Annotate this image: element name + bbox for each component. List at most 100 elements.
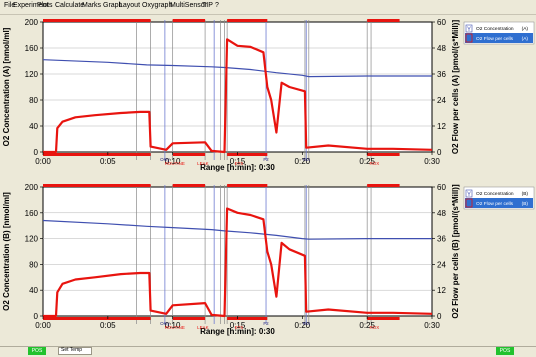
status-bar	[0, 346, 536, 357]
right-axis-label: O2 Flow per cells (A) [pmol/(s*Mill)]	[451, 20, 460, 155]
legend-item-o2: O2 Concentration	[476, 26, 514, 32]
x-tick-label: 0:10	[165, 321, 181, 330]
legend-y-label: Y	[467, 192, 471, 198]
event-label: F2	[263, 321, 269, 326]
series-o2-concentration	[42, 219, 432, 240]
legend-tag: (A)	[522, 26, 529, 32]
x-axis-label: Range [h:min]: 0:30	[200, 163, 275, 172]
left-tick-label: 200	[25, 183, 39, 192]
mark-bar-bottom	[367, 317, 400, 320]
event-label: ROUTINE	[165, 325, 185, 330]
event-label: ROUTINE	[165, 161, 185, 166]
menu-plots[interactable]: Plots	[37, 2, 53, 9]
menu-marks[interactable]: Marks	[82, 2, 102, 9]
legend-item-flux: O2 Flow per cells	[476, 201, 514, 207]
legend-selected-row	[465, 198, 533, 208]
right-tick-label: 24	[437, 96, 446, 105]
right-tick-label: 0	[437, 148, 442, 157]
legend-tag: (A)	[522, 36, 529, 42]
menu-experiment[interactable]: Experiment	[13, 2, 49, 9]
event-label: LEAK	[197, 325, 209, 330]
left-axis-label: O2 Concentration (A) [nmol/ml]	[2, 27, 11, 146]
chart-panel-a: 0 40 80 120 160 200 0 12 24 36 48 60 0:00 0:05 0:10 0:1…	[2, 18, 535, 172]
mark-bar-bottom	[172, 317, 206, 320]
plot-area	[42, 21, 433, 153]
x-tick-label: 0:25	[359, 321, 375, 330]
menu-layout[interactable]: Layout	[119, 2, 141, 9]
event-label: F2	[263, 157, 269, 162]
menu-graph[interactable]: Graph	[103, 2, 123, 9]
x-tick-label: 0:05	[100, 157, 116, 166]
right-tick-label: 48	[437, 44, 446, 53]
legend-item-o2: O2 Concentration	[476, 191, 514, 197]
left-tick-label: 200	[25, 18, 39, 27]
x-tick-label: 0:10	[165, 157, 181, 166]
mark-bar-bottom	[43, 317, 151, 320]
set-temp-label: Set Temp	[61, 347, 83, 353]
event-label: LEAK	[197, 161, 209, 166]
left-tick-label: 0	[34, 148, 39, 157]
mark-bar-bottom	[227, 153, 268, 156]
event-label: ETS	[235, 325, 244, 330]
event-label: Omy	[160, 321, 170, 326]
x-axis-label: Range [h:min]: 0:30	[200, 327, 275, 336]
right-tick-label: 60	[437, 18, 446, 27]
legend-tag: (B)	[522, 191, 529, 197]
event-label: ROX	[370, 325, 380, 330]
x-tick-label: 0:20	[295, 321, 311, 330]
mark-bar-top	[227, 19, 268, 22]
event-label: Rot	[303, 321, 311, 326]
x-tick-label: 0:00	[35, 321, 51, 330]
left-tick-label: 40	[29, 122, 38, 131]
right-tick-label: 36	[437, 235, 446, 244]
legend-selected-row	[465, 33, 533, 43]
left-tick-label: 40	[29, 286, 38, 295]
status-led-right: POS	[496, 347, 514, 355]
left-tick-label: 160	[25, 209, 39, 218]
right-tick-label: 12	[437, 286, 446, 295]
mark-bar-top	[172, 19, 206, 22]
x-tick-label: 0:15	[230, 321, 246, 330]
menu--[interactable]: ?	[215, 2, 219, 9]
legend-flux-swatch	[465, 33, 473, 43]
right-tick-label: 48	[437, 209, 446, 218]
mark-bar-top	[43, 19, 151, 22]
left-tick-label: 80	[29, 96, 38, 105]
right-tick-label: 36	[437, 70, 446, 79]
right-axis-label: O2 Flow per cells (B) [pmol/(s*Mill)]	[451, 184, 460, 319]
menu-tip[interactable]: TIP	[202, 2, 213, 9]
legend-tag: (B)	[522, 201, 529, 207]
mark-bar-top	[367, 19, 400, 22]
menu-file[interactable]: File	[4, 2, 16, 9]
mark-bar-top	[172, 184, 206, 187]
right-tick-label: 24	[437, 260, 446, 269]
mark-bar-bottom	[367, 153, 400, 156]
series-o2-flux	[43, 38, 433, 154]
event-label: Rot	[303, 157, 311, 162]
event-label: Omy	[160, 157, 170, 162]
event-label: ROX	[370, 161, 380, 166]
x-tick-label: 0:25	[359, 157, 375, 166]
mark-bar-bottom	[43, 153, 151, 156]
right-tick-label: 60	[437, 183, 446, 192]
menu-oxygraph[interactable]: Oxygraph	[142, 2, 173, 9]
x-tick-label: 0:30	[424, 157, 440, 166]
x-tick-label: 0:00	[35, 157, 51, 166]
legend-y-label: Y	[467, 27, 471, 33]
menu-calculate[interactable]: Calculate	[55, 2, 85, 9]
x-tick-label: 0:05	[100, 321, 116, 330]
x-tick-label: 0:20	[295, 157, 311, 166]
status-led-left: POS	[28, 347, 46, 355]
right-tick-label: 12	[437, 122, 446, 131]
set-temp-box[interactable]	[58, 347, 92, 355]
left-tick-label: 0	[34, 312, 39, 321]
mark-bar-top	[43, 184, 151, 187]
plot-area	[42, 186, 433, 317]
series-o2-flux	[43, 207, 433, 318]
left-axis-label: O2 Concentration (B) [nmol/ml]	[2, 192, 11, 311]
legend-flux-swatch	[465, 198, 473, 208]
series-o2-concentration	[42, 59, 432, 78]
menu-multisensor[interactable]: MultiSensor	[170, 2, 207, 9]
left-tick-label: 160	[25, 44, 39, 53]
legend-y-box	[465, 24, 473, 33]
